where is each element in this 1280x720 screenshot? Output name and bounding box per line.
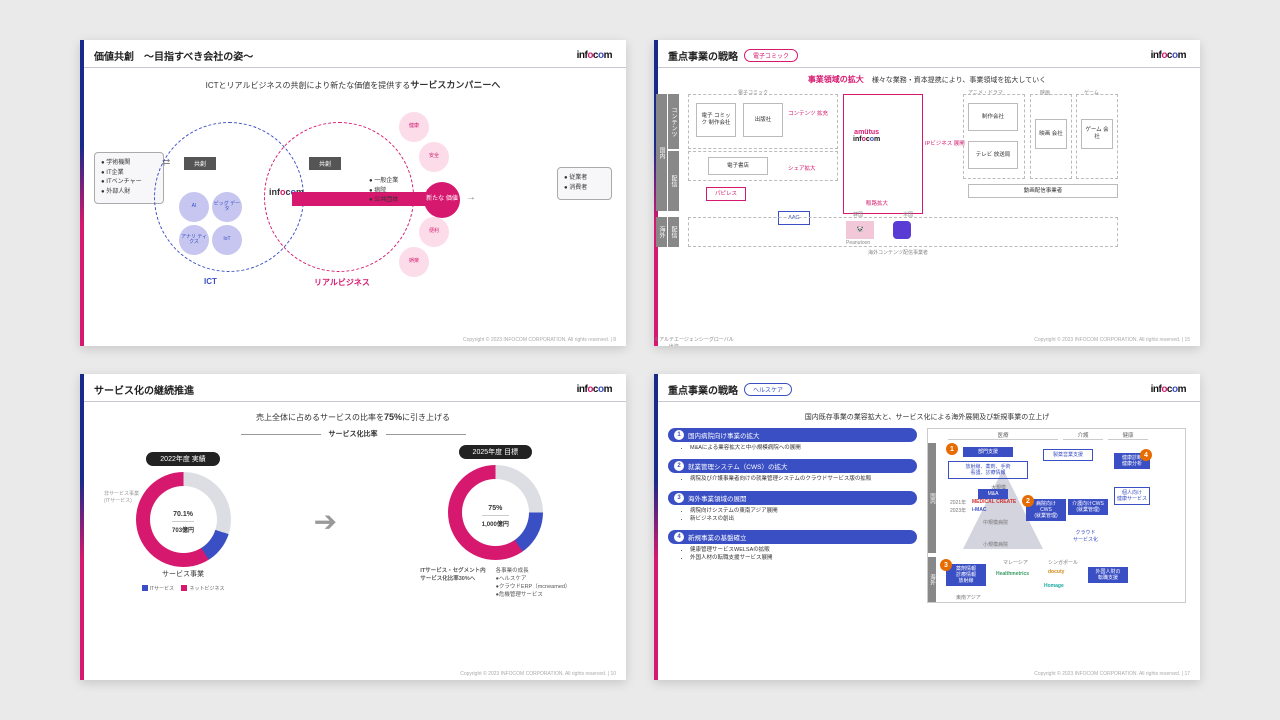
value-arrow [292, 192, 427, 206]
ict-label: ICT [204, 277, 217, 286]
publisher-box: 出版社 [743, 103, 783, 137]
receiver-list: ● 従業者 ● 消費者 [557, 167, 612, 200]
domain-map: コンテンツ 配信 国内 海外 配信 電子コミック 電子 コミック 制作会社 出版… [668, 89, 1186, 249]
papyless-box: パピレス [706, 187, 746, 201]
slide-ecomic-strategy: 重点事業の戦略 電子コミック infocom 事業領域の拡大様々な業務・資本提携… [654, 40, 1200, 346]
new-value-circle: 新たな 価値 [424, 182, 460, 218]
slide2-legend: ※アルテエージェンシーグローバル → ── 出資 [654, 336, 734, 346]
donut-2022: 2022年度 実績 70.1% 703億円 サービス事業 ITサービス ネットビ… [136, 452, 231, 592]
sales-arrow: 販路拡大 [866, 199, 888, 207]
slide2-subhead: 事業領域の拡大様々な業務・資本提携により、事業領域を拡大していく [668, 74, 1186, 85]
domestic-bar: 国内 [656, 94, 667, 211]
marker-1: 1 [946, 443, 958, 455]
real-list: ● 一般企業 ● 病院 ● 公共団体 [369, 177, 398, 206]
infocom-logo: infocom [577, 384, 612, 395]
slide3-subhead: 売上全体に占めるサービスの比率を75%に引き上げる [94, 412, 612, 423]
peanutoon-box: 🐼 [846, 221, 874, 239]
h3: 3海外事業領域の展開 [668, 491, 917, 505]
amutus-logo: amütus infocom [853, 129, 880, 143]
coop-label: 共創 [184, 157, 216, 170]
venn-diagram: ● 学術機関 ● IT企業 ● ITベンチャー ● 外部人財 ⇄ 共創 共創 A… [94, 97, 612, 346]
donut-2025: 2025年度 目標 75% 1,000億円 ITサービス・セグメント内 サービス… [420, 445, 570, 598]
arrow-icon: → [466, 192, 476, 203]
footnotes: ITサービス・セグメント内 サービス化比率30%へ 各事業の成長 ●ヘルスケア … [420, 566, 570, 598]
slide1-subhead: ICTとリアルビジネスの共創により新たな価値を提供するサービスカンパニーへ [94, 78, 612, 91]
infocom-logo: infocom [1151, 50, 1186, 61]
marker-4: 4 [1140, 449, 1152, 461]
slide-header: サービス化の継続推進 infocom [80, 374, 626, 402]
real-label: リアルビジネス [314, 277, 370, 288]
bigdata-bubble: ビッグ データ [212, 192, 242, 222]
movie-box: 映画 会社 [1035, 119, 1067, 149]
share-arrow: シェア拡大 [788, 164, 816, 172]
slide-service-ratio: サービス化の継続推進 infocom 売上全体に占めるサービスの比率を75%に引… [80, 374, 626, 680]
slide4-subhead: 国内既存事業の業容拡大と、サービス化による海外展開及び新規事業の立上げ [668, 412, 1186, 422]
slide-footer: Copyright © 2023 INFOCOM CORPORATION. Al… [460, 671, 616, 677]
slide-footer: Copyright © 2023 INFOCOM CORPORATION. Al… [463, 337, 616, 343]
streaming-box: 動画配信事業者 [968, 184, 1118, 198]
slide-header: 重点事業の戦略 電子コミック infocom [654, 40, 1200, 68]
slide-footer: Copyright © 2023 INFOCOM CORPORATION. Al… [1034, 671, 1190, 677]
slide-header: 価値共創 〜目指すべき会社の姿〜 infocom [80, 40, 626, 68]
marker-2: 2 [1022, 495, 1034, 507]
ecomic-badge: 電子コミック [744, 49, 798, 62]
arrow-icon: ➔ [314, 505, 337, 538]
caption: サービス化比率 [94, 429, 612, 439]
iot-bubble: IoT [212, 225, 242, 255]
slide-title: サービス化の継続推進 [94, 382, 194, 397]
slide-header: 重点事業の戦略 ヘルスケア infocom [654, 374, 1200, 402]
dist-bar: 配信 [668, 151, 679, 211]
ip-arrow: IPビジネス 展開 [925, 139, 965, 147]
healthcare-badge: ヘルスケア [744, 383, 792, 396]
health-bubble: 健康 [399, 112, 429, 142]
convenience-bubble: 便利 [419, 217, 449, 247]
slide-value-cocreation: 価値共創 〜目指すべき会社の姿〜 infocom ICTとリアルビジネスの共創に… [80, 40, 626, 346]
h1: 1国内病院向け事業の拡大 [668, 428, 917, 442]
marker-3: 3 [940, 559, 952, 571]
donut-row: 非サービス事業 (ITサービス) 2022年度 実績 70.1% 703億円 サ… [94, 445, 612, 598]
tv-box: テレビ 放送局 [968, 141, 1018, 169]
producer-box: 電子 コミック 制作会社 [696, 103, 736, 137]
ai-bubble: AI [179, 192, 209, 222]
dist2-bar: 配信 [668, 217, 679, 247]
overseas-bar: 海外 [656, 217, 667, 247]
slide-title: 価値共創 〜目指すべき会社の姿〜 [94, 48, 253, 63]
content-bar: コンテンツ [668, 94, 679, 149]
initiative-list: 1国内病院向け事業の拡大 M&Aによる業容拡大と中小規模病院への展開 2就業管理… [668, 428, 917, 570]
safety-bubble: 安全 [419, 142, 449, 172]
slide-healthcare-strategy: 重点事業の戦略 ヘルスケア infocom 国内既存事業の業容拡大と、サービス化… [654, 374, 1200, 680]
slide-title: 重点事業の戦略 電子コミック [668, 48, 798, 63]
content-arrow: コンテンツ 拡充 [788, 109, 828, 117]
slide-title: 重点事業の戦略 ヘルスケア [668, 382, 792, 397]
year-pill: 2025年度 目標 [459, 445, 533, 459]
us-app-icon [893, 221, 911, 239]
slide-footer: Copyright © 2023 INFOCOM CORPORATION. Al… [1034, 337, 1190, 343]
coop-label: 共創 [309, 157, 341, 170]
game-box: ゲーム 会社 [1081, 119, 1113, 149]
healthcare-map: 医療 介護 健康 国内 海外 大規模 病院 中規模病院 小規模病院 部門支援 放… [927, 428, 1186, 603]
studio-box: 制作会社 [968, 103, 1018, 131]
analytics-bubble: アナリ ティクス [179, 225, 209, 255]
h4: 4新規事業の基盤確立 [668, 530, 917, 544]
infocom-logo: infocom [577, 50, 612, 61]
infocom-logo: infocom [1151, 384, 1186, 395]
legend: ITサービス ネットビジネス [136, 585, 231, 592]
entertainment-bubble: 娯楽 [399, 247, 429, 277]
estore-box: 電子書店 [708, 157, 768, 175]
year-pill: 2022年度 実績 [146, 452, 220, 466]
h2: 2就業管理システム（CWS）の拡大 [668, 459, 917, 473]
amutus-box [843, 94, 923, 214]
